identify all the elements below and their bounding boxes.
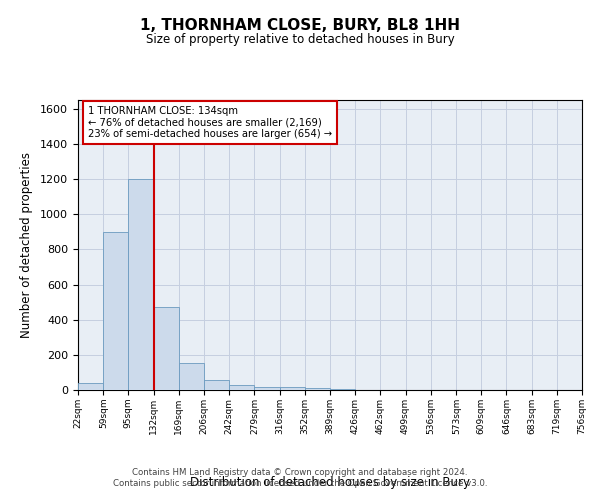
Bar [103,232,128,390]
Text: 1, THORNHAM CLOSE, BURY, BL8 1HH: 1, THORNHAM CLOSE, BURY, BL8 1HH [140,18,460,32]
Y-axis label: Number of detached properties: Number of detached properties [20,152,33,338]
Bar [78,383,103,390]
Bar [254,388,280,390]
X-axis label: Distribution of detached houses by size in Bury: Distribution of detached houses by size … [190,476,470,488]
Bar [205,380,229,390]
Bar [154,308,179,390]
Bar [280,388,305,390]
Text: 1 THORNHAM CLOSE: 134sqm
← 76% of detached houses are smaller (2,169)
23% of sem: 1 THORNHAM CLOSE: 134sqm ← 76% of detach… [88,106,332,139]
Bar [229,384,254,390]
Text: Contains HM Land Registry data © Crown copyright and database right 2024.
Contai: Contains HM Land Registry data © Crown c… [113,468,487,487]
Bar [179,363,204,390]
Text: Size of property relative to detached houses in Bury: Size of property relative to detached ho… [146,32,454,46]
Bar [128,179,153,390]
Bar [305,388,329,390]
Bar [330,389,355,390]
